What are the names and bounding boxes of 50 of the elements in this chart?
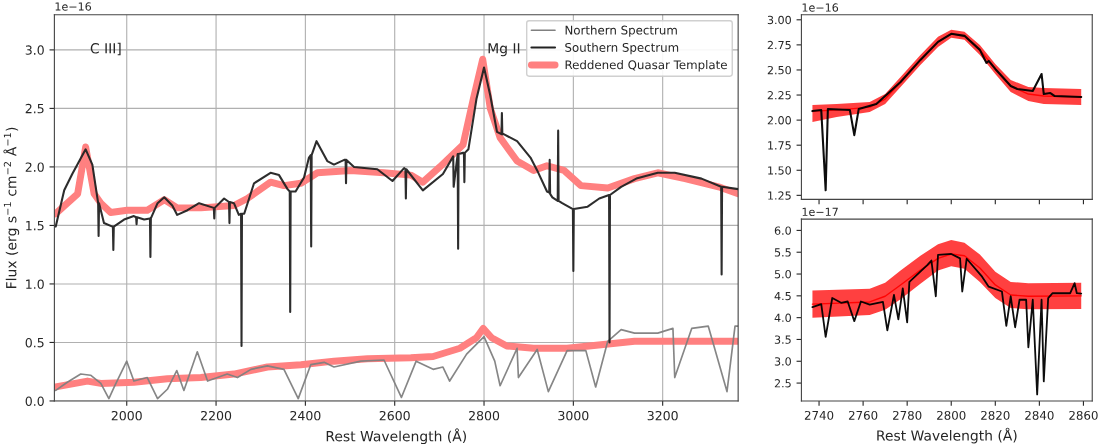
x-tick-label: 3000 (558, 410, 589, 421)
y-tick-label: 3.5 (774, 335, 791, 344)
x-axis-title: Rest Wavelength (Å) (326, 428, 466, 445)
x-tick-label: 2000 (111, 410, 142, 421)
x-tick-label: 2800 (469, 410, 500, 421)
x-tick-label: 2400 (290, 410, 321, 421)
y-tick-label: 2.0 (25, 162, 44, 172)
x-tick-label: 2780 (893, 410, 922, 420)
y-tick-label: 2.25 (767, 91, 791, 100)
x-tick-label: 2600 (379, 410, 410, 421)
x-tick-label: 2860 (1069, 410, 1098, 420)
y-tick-label: 1.75 (768, 141, 791, 150)
line-series (811, 32, 1083, 192)
y-tick-label: 1.0 (26, 279, 44, 289)
y-tick-label: 5.0 (774, 270, 791, 279)
y-tick-label: 3.00 (767, 15, 791, 25)
text: 1e−16 (802, 3, 839, 12)
annotation: Mg II (488, 43, 520, 57)
y-tick-label: 0.5 (25, 337, 44, 348)
y-tick-label: 2.75 (767, 40, 791, 50)
y-tick-label: 2.5 (25, 103, 44, 114)
y-tick-label: 1.50 (768, 166, 791, 175)
y-tick-label: 3.0 (25, 45, 44, 55)
annotation: C III] (90, 42, 121, 56)
text: 1e−16 (55, 2, 92, 11)
x-tick-label: 2200 (201, 410, 232, 421)
x-tick-label: 2760 (848, 410, 878, 420)
y-tick-label: 2.5 (774, 379, 791, 388)
y-axis-title: Flux (erg s$^{−1}$ cm$^{−2}$ Å$^{−1}$) (3, 127, 20, 288)
x-tick-label: 2800 (937, 410, 966, 420)
y-tick-label: 4.0 (774, 313, 791, 323)
legend-label: Reddened Quasar Template (565, 60, 727, 72)
x-tick-label: 2740 (804, 410, 834, 420)
y-tick-label: 0.0 (25, 396, 44, 406)
y-tick-label: 5.5 (774, 248, 791, 257)
x-tick-label: 2820 (981, 410, 1010, 420)
text: 1e−17 (802, 207, 838, 217)
y-tick-label: 1.5 (26, 221, 44, 231)
legend-label: Southern Spectrum (565, 42, 679, 55)
y-tick-label: 2.00 (767, 116, 791, 125)
y-tick-label: 1.25 (768, 191, 791, 200)
y-tick-label: 4.5 (774, 291, 791, 301)
legend-label: Northern Spectrum (565, 25, 677, 37)
y-tick-label: 6.0 (774, 226, 791, 235)
x-axis-title: Rest Wavelength (Å) (877, 427, 1017, 444)
y-tick-label: 2.50 (767, 65, 791, 75)
x-tick-label: 2840 (1025, 410, 1054, 420)
y-tick-label: 3.0 (774, 357, 791, 366)
x-tick-label: 3200 (647, 410, 678, 421)
line-series (811, 253, 1083, 396)
